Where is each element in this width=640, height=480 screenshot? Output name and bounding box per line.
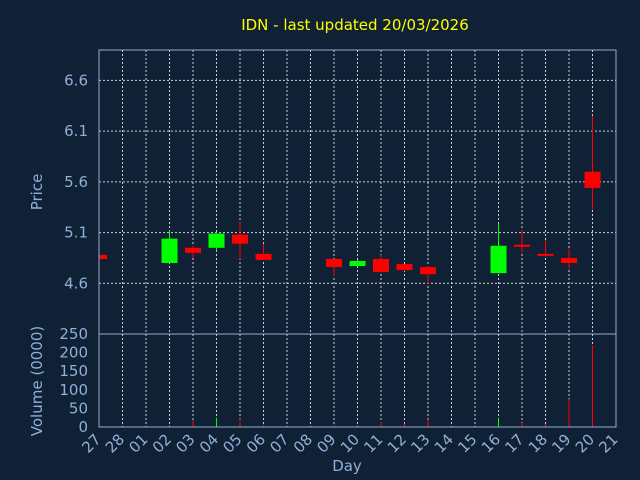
volume-axis-label: Volume (0000) <box>28 326 46 436</box>
day-tick-label: 07 <box>266 430 292 456</box>
day-tick-label: 08 <box>290 430 316 456</box>
price-axis-label: Price <box>28 174 46 211</box>
candle-body <box>373 258 389 273</box>
day-tick-label: 09 <box>313 430 339 456</box>
volume-tick-label: 150 <box>59 362 88 380</box>
day-axis-label: Day <box>332 457 362 475</box>
price-tick-label: 5.6 <box>64 173 88 191</box>
volume-tick-label: 0 <box>78 418 88 436</box>
day-tick-label: 03 <box>172 430 198 456</box>
price-grid <box>98 50 617 334</box>
day-tick-label: 19 <box>548 430 574 456</box>
day-tick-label: 02 <box>149 430 175 456</box>
volume-tick-label: 50 <box>69 399 88 417</box>
candle-body <box>561 257 577 263</box>
candle-body <box>161 238 178 263</box>
day-tick-label: 16 <box>478 430 504 456</box>
candles <box>98 115 601 285</box>
day-tick-label: 04 <box>196 430 222 456</box>
volume-tick-label: 100 <box>59 381 88 399</box>
day-tick-label: 06 <box>243 430 269 456</box>
candle-body <box>396 264 413 271</box>
day-tick-label: 05 <box>219 430 245 456</box>
volume-grid <box>98 334 617 427</box>
candle-body <box>255 253 272 260</box>
day-tick-label: 17 <box>501 430 527 456</box>
day-tick-label: 28 <box>102 430 128 456</box>
day-tick-label: 11 <box>360 430 386 456</box>
day-tick-label: 13 <box>407 430 433 456</box>
chart-title: IDN - last updated 20/03/2026 <box>241 16 469 34</box>
candle-body <box>208 233 225 248</box>
candle-body <box>514 244 530 247</box>
candle-body <box>537 253 554 256</box>
candle-body <box>185 247 201 253</box>
candle-body <box>99 254 107 259</box>
candle-body <box>232 234 248 244</box>
candle-body <box>584 171 601 188</box>
price-tick-label: 5.1 <box>64 224 88 242</box>
price-tick-label: 4.6 <box>64 274 88 292</box>
volume-tick-label: 250 <box>59 325 88 343</box>
candle-body <box>326 258 342 268</box>
price-tick-label: 6.6 <box>64 71 88 89</box>
day-tick-label: 12 <box>384 430 410 456</box>
volume-tick-label: 200 <box>59 344 88 362</box>
day-tick-label: 10 <box>337 430 363 456</box>
price-axis-ticks: 4.6 5.1 5.6 6.1 6.6 <box>64 71 88 292</box>
day-tick-label: 20 <box>572 430 598 456</box>
candle-body <box>420 267 436 275</box>
day-tick-label: 15 <box>454 430 480 456</box>
day-tick-label: 14 <box>431 430 457 456</box>
price-tick-label: 6.1 <box>64 122 88 140</box>
volume-panel-frame <box>98 333 617 428</box>
day-axis-ticks: 2728010203040506070809101112131415161718… <box>78 430 621 456</box>
day-tick-label: 18 <box>525 430 551 456</box>
candle-body <box>490 245 507 274</box>
candle-body <box>349 260 366 267</box>
day-tick-label: 01 <box>125 430 151 456</box>
day-tick-label: 21 <box>595 430 621 456</box>
